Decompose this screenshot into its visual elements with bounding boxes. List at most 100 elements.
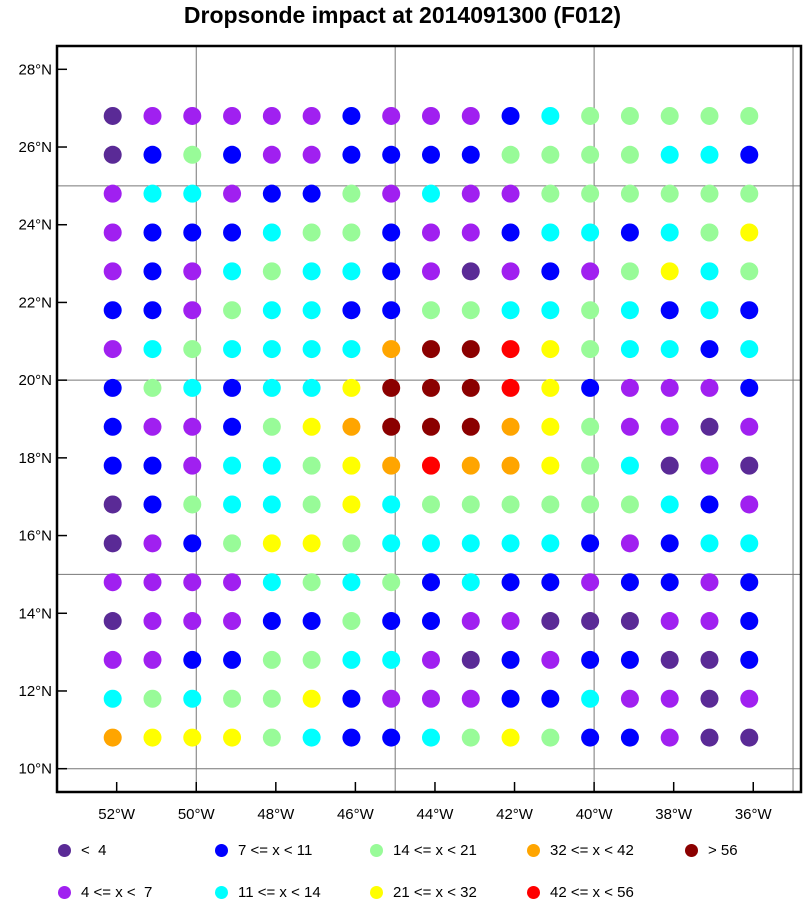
data-point-c1 [143,417,162,436]
data-point-c6 [103,728,122,747]
data-point-c5 [541,340,560,359]
data-point-c1 [660,417,679,436]
data-point-c1 [541,650,560,669]
data-point-c2 [262,184,281,203]
data-point-c1 [461,689,480,708]
data-point-c3 [262,456,281,475]
legend: < 4 7 <= x < 11 14 <= x < 21 32 <= x < 42 > … [0,830,805,901]
data-point-c3 [143,340,162,359]
data-point-c8 [421,378,440,397]
data-point-c2 [501,650,520,669]
data-point-c2 [501,573,520,592]
data-point-c4 [581,184,600,203]
data-point-c1 [183,612,202,631]
data-point-c4 [581,456,600,475]
x-tick-label: 42°W [496,806,534,823]
data-point-c3 [421,534,440,553]
y-tick-label: 24°N [18,217,52,234]
data-point-c4 [262,728,281,747]
data-point-c2 [382,145,401,164]
data-point-c3 [302,262,321,281]
data-point-c0 [700,650,719,669]
data-point-c1 [461,223,480,242]
data-point-c3 [700,301,719,320]
data-point-c3 [262,223,281,242]
data-point-c4 [501,145,520,164]
data-point-c5 [342,378,361,397]
data-point-c2 [581,534,600,553]
legend-item-c0: < 4 [58,840,106,860]
data-point-c5 [660,262,679,281]
data-point-c8 [421,340,440,359]
data-point-c1 [501,612,520,631]
data-point-c4 [262,689,281,708]
legend-label: 4 <= x < 7 [81,883,153,901]
data-point-c2 [541,262,560,281]
data-point-c0 [103,534,122,553]
data-point-c2 [382,301,401,320]
data-point-c4 [421,495,440,514]
data-point-c1 [302,145,321,164]
legend-label: 42 <= x < 56 [550,883,634,901]
data-point-c1 [421,650,440,669]
data-point-c3 [501,534,520,553]
data-point-c5 [342,456,361,475]
data-point-c1 [103,340,122,359]
y-tick-label: 10°N [18,761,52,778]
data-point-c3 [620,456,639,475]
data-point-c2 [581,378,600,397]
data-point-c0 [103,495,122,514]
data-point-c4 [581,417,600,436]
data-point-c3 [581,689,600,708]
data-point-c0 [620,612,639,631]
data-point-c2 [620,650,639,669]
legend-item-c4: 14 <= x < 21 [370,840,477,860]
data-point-c3 [262,378,281,397]
legend-label: 11 <= x < 14 [238,883,321,901]
data-point-c3 [700,534,719,553]
data-point-c1 [223,184,242,203]
data-point-c1 [660,728,679,747]
data-point-c3 [421,184,440,203]
data-point-c1 [103,262,122,281]
data-point-c1 [421,262,440,281]
data-point-c4 [620,262,639,281]
data-point-c2 [421,573,440,592]
data-point-c2 [421,612,440,631]
data-point-c1 [103,184,122,203]
data-point-c3 [382,650,401,669]
legend-item-c2: 7 <= x < 11 [215,840,312,860]
data-point-c4 [740,106,759,125]
data-point-c1 [740,495,759,514]
data-point-c4 [660,184,679,203]
x-tick-label: 40°W [576,806,614,823]
y-tick-label: 20°N [18,372,52,389]
data-point-c5 [143,728,162,747]
data-point-c3 [461,573,480,592]
data-point-c4 [382,573,401,592]
data-point-c2 [740,145,759,164]
data-point-c4 [421,301,440,320]
data-point-c5 [541,456,560,475]
data-point-c3 [342,573,361,592]
y-axis-ticks: 10°N 12°N 14°N 16°N 18°N 20°N 22°N 24°N 26°N 28°N [18,61,67,778]
data-point-c2 [501,106,520,125]
data-point-c6 [501,417,520,436]
legend-swatch [685,843,698,857]
data-point-c3 [740,340,759,359]
data-point-c0 [103,612,122,631]
data-point-c2 [223,145,242,164]
data-point-c5 [302,417,321,436]
data-point-c2 [103,301,122,320]
data-point-c6 [382,340,401,359]
data-point-c4 [700,106,719,125]
data-point-c2 [103,456,122,475]
data-point-c2 [740,301,759,320]
data-point-c4 [461,495,480,514]
data-point-c0 [660,456,679,475]
y-tick-label: 18°N [18,450,52,467]
data-point-c0 [461,262,480,281]
data-point-c2 [700,340,719,359]
data-point-c4 [223,534,242,553]
data-point-c8 [461,417,480,436]
